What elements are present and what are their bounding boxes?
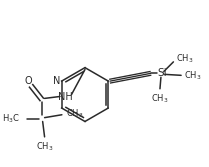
Text: CH$_3$: CH$_3$ — [184, 69, 201, 81]
Text: NH: NH — [58, 93, 73, 102]
Text: CH$_3$: CH$_3$ — [176, 53, 194, 65]
Text: N: N — [53, 76, 61, 86]
Text: CH$_3$: CH$_3$ — [66, 108, 83, 120]
Text: CH$_3$: CH$_3$ — [36, 141, 53, 153]
Text: CH$_3$: CH$_3$ — [151, 93, 169, 105]
Text: H$_3$C: H$_3$C — [2, 112, 20, 125]
Text: O: O — [24, 76, 32, 86]
Text: Si: Si — [157, 68, 167, 78]
